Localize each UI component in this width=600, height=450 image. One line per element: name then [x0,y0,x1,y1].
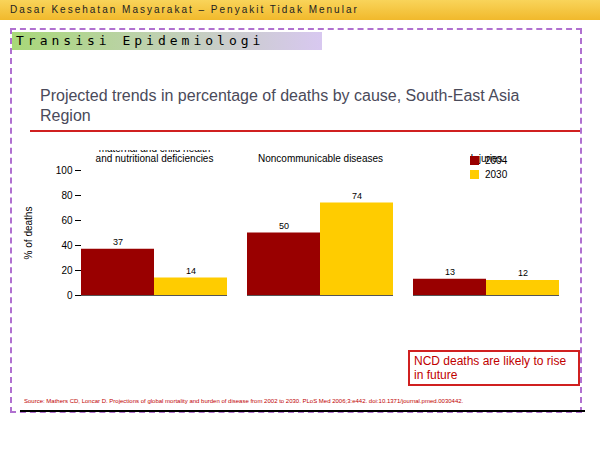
html-text:Projected trends in percentage: Projected trends in percentage of deaths… [40,87,520,124]
html-text:NCD deaths are likely to rise: NCD deaths are likely to rise in future [414,354,567,382]
html-text:Source: Mathers CD, Loncar D.: Source: Mathers CD, Loncar D. Projection… [24,398,464,404]
svg-text:13: 13 [445,267,455,277]
html-text:Transisi Epidemiologi: Transisi Epidemiologi [16,33,265,48]
svg-text:12: 12 [518,268,528,278]
svg-text:% of deaths: % of deaths [23,207,34,260]
svg-text:Communicable Diseases,maternal: Communicable Diseases,maternal and child… [96,150,214,164]
svg-text:100: 100 [56,165,73,176]
svg-text:37: 37 [113,237,123,247]
svg-text:50: 50 [279,221,289,231]
html-text:2004: 2004 [485,155,508,166]
html-text:Dasar Kesehatan Masyarakat – P: Dasar Kesehatan Masyarakat – Penyakit Ti… [10,4,359,15]
svg-text:Noncommunicable diseases: Noncommunicable diseases [258,153,383,164]
html-text:2030: 2030 [485,169,508,180]
svg-text:60: 60 [61,215,73,226]
svg-text:74: 74 [352,191,362,201]
svg-text:80: 80 [61,190,73,201]
svg-text:20: 20 [61,265,73,276]
svg-text:40: 40 [61,240,73,251]
svg-text:14: 14 [186,266,196,276]
svg-text:0: 0 [67,290,73,301]
